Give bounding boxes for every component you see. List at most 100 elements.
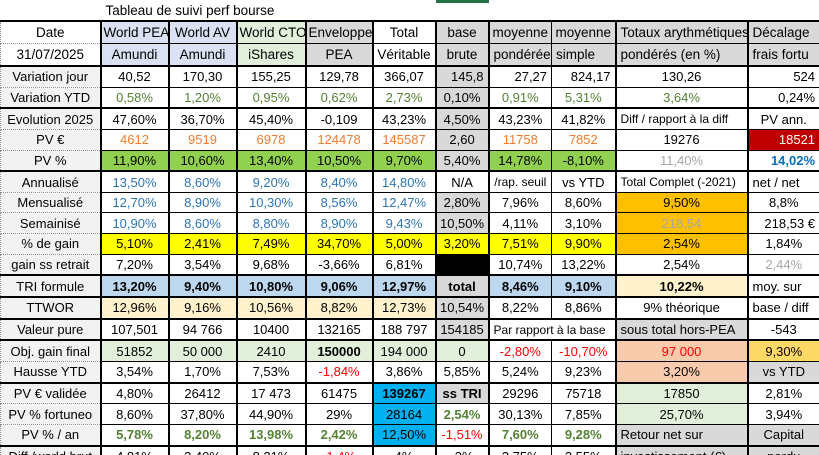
cell[interactable]: 10,50% (304, 149, 374, 172)
cell[interactable]: 1,84% (746, 233, 819, 255)
cell[interactable]: 2,54% (614, 253, 749, 276)
cell[interactable]: -2,80% (487, 339, 553, 362)
cell[interactable]: 8,40% (304, 170, 374, 193)
cell[interactable]: 0,58% (99, 86, 169, 109)
cell[interactable]: 25,70% (614, 403, 749, 425)
column-header[interactable]: Amundi (167, 43, 237, 67)
cell[interactable]: 132165 (304, 317, 374, 341)
cell[interactable]: 2,81% (746, 381, 819, 405)
cell[interactable]: 8,82% (304, 296, 374, 320)
cell[interactable]: 11758 (487, 128, 553, 151)
column-header[interactable]: Total (371, 20, 437, 44)
cell[interactable]: -3,66% (304, 253, 374, 276)
column-header[interactable]: base (434, 20, 490, 44)
column-header[interactable]: World CTO (235, 20, 307, 44)
cell[interactable]: Diff / rapport à la diff (614, 107, 749, 130)
cell[interactable]: 218,53 € (746, 212, 819, 235)
cell[interactable]: 13,40% (235, 149, 307, 172)
column-header[interactable]: Véritable (371, 43, 437, 67)
column-header[interactable]: pondérés (en %) (614, 43, 749, 67)
cell[interactable]: 30,13% (487, 403, 553, 425)
cell[interactable]: 9,20% (235, 170, 307, 193)
cell[interactable]: 9,70% (371, 149, 437, 172)
cell[interactable]: 0 (434, 339, 490, 362)
cell[interactable]: 0,24% (746, 86, 819, 109)
cell[interactable]: 2,73% (371, 86, 437, 109)
cell[interactable]: -543 (746, 317, 819, 341)
column-header[interactable]: moyenne (551, 20, 617, 44)
cell[interactable]: 12,47% (371, 191, 437, 214)
row-label[interactable]: Semainisé (0, 212, 102, 235)
cell[interactable]: 7,85% (551, 403, 617, 425)
column-header[interactable]: Totaux arythmétiques (614, 20, 749, 44)
cell[interactable]: 10,80% (235, 274, 307, 298)
cell[interactable]: 524 (746, 64, 819, 88)
row-label[interactable]: gain ss retrait (0, 253, 102, 276)
row-label[interactable]: Valeur pure (0, 317, 102, 341)
cell[interactable]: 11,40% (614, 149, 749, 172)
cell[interactable]: 8,22% (487, 296, 553, 320)
cell[interactable]: 8,8% (746, 191, 819, 214)
cell[interactable]: Par rapport à la base (487, 317, 617, 341)
cell[interactable]: 194 000 (371, 339, 437, 362)
cell[interactable]: 5,78% (99, 423, 169, 447)
cell[interactable]: 7,96% (487, 191, 553, 214)
empty-cell[interactable] (748, 2, 819, 22)
cell[interactable]: 2,44% (746, 253, 819, 276)
cell[interactable]: 51852 (99, 339, 169, 362)
cell[interactable]: 1,20% (167, 86, 237, 109)
cell[interactable]: 41,82% (551, 107, 617, 130)
cell[interactable]: total (434, 274, 490, 298)
row-label[interactable]: PV € (0, 128, 102, 151)
cell[interactable]: 27,27 (487, 64, 553, 88)
cell[interactable]: 18521 (746, 128, 819, 151)
cell[interactable]: 3,40% (167, 444, 237, 455)
cell[interactable]: 2,60 (434, 128, 490, 151)
column-header[interactable]: PEA (304, 43, 374, 67)
cell[interactable]: 7,51% (487, 233, 553, 255)
cell[interactable]: 8,46% (487, 274, 553, 298)
cell[interactable]: 9,43% (371, 212, 437, 235)
cell[interactable]: 14,02% (746, 149, 819, 172)
cell[interactable]: 61475 (304, 381, 374, 405)
cell[interactable]: -10,70% (551, 339, 617, 362)
cell[interactable]: Capital (746, 423, 819, 447)
cell[interactable]: 8,56% (304, 191, 374, 214)
cell[interactable]: -1,84% (304, 360, 374, 384)
cell[interactable]: 10,22% (614, 274, 749, 298)
cell[interactable]: 10,54% (434, 296, 490, 320)
cell[interactable]: 139267 (371, 381, 437, 405)
cell[interactable]: 7,60% (487, 423, 553, 447)
cell[interactable]: 0,10% (434, 86, 490, 109)
row-label[interactable]: % de gain (0, 233, 102, 255)
cell[interactable]: 13,50% (99, 170, 169, 193)
column-header[interactable]: moyenne (487, 20, 553, 44)
row-label[interactable]: Mensualisé (0, 191, 102, 214)
cell[interactable]: 124478 (304, 128, 374, 151)
cell[interactable]: 6,81% (371, 253, 437, 276)
cell[interactable]: 44,90% (235, 403, 307, 425)
cell[interactable]: 2410 (235, 339, 307, 362)
cell[interactable]: 824,17 (551, 64, 617, 88)
cell[interactable]: 4612 (99, 128, 169, 151)
row-label[interactable]: TRI formule (0, 274, 102, 298)
cell[interactable]: 4% (371, 444, 437, 455)
cell[interactable]: 154185 (434, 317, 490, 341)
row-label[interactable]: Variation YTD (0, 86, 102, 109)
cell[interactable]: 3,20% (434, 233, 490, 255)
cell[interactable]: 29296 (487, 381, 553, 405)
cell[interactable]: 10,50% (434, 212, 490, 235)
cell[interactable]: 9% théorique (614, 296, 749, 320)
cell[interactable]: 4,11% (487, 212, 553, 235)
column-header[interactable]: brute (434, 43, 490, 67)
cell[interactable]: 2,80% (434, 191, 490, 214)
cell[interactable]: moy. sur (746, 274, 819, 298)
cell[interactable]: 8,90% (304, 212, 374, 235)
cell[interactable]: -1,51% (434, 423, 490, 447)
cell[interactable]: 17 473 (235, 381, 307, 405)
cell[interactable]: 5,40% (434, 149, 490, 172)
cell[interactable]: 3,20% (614, 360, 749, 384)
cell[interactable]: 10,30% (235, 191, 307, 214)
sheet-title[interactable]: Tableau de suivi perf bourse (105, 3, 275, 18)
cell[interactable]: 36,70% (167, 107, 237, 130)
